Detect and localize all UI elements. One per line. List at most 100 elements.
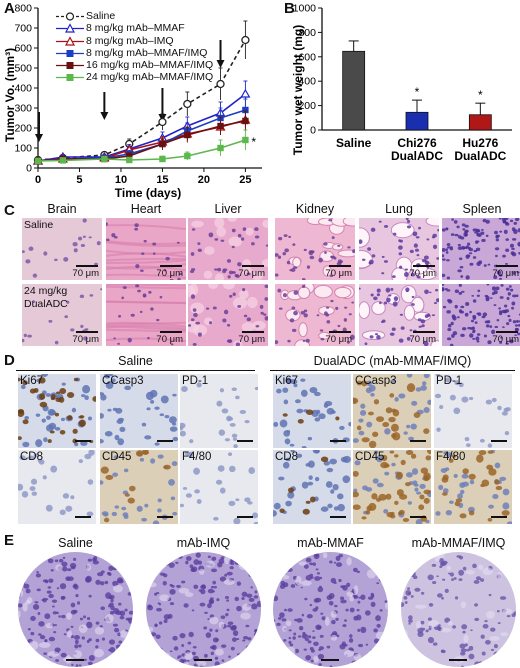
scale-bar [242, 265, 264, 267]
chart-a-ytick-label: 500 [14, 63, 32, 75]
scale-bar [491, 516, 507, 518]
panel-label-d: D [4, 352, 15, 369]
organ-tissue-image: 70 μm [275, 218, 355, 280]
treatment-arrow-head [100, 112, 109, 120]
ihc-stain-label: CCasp3 [102, 375, 144, 387]
scale-bar-label: 70 μm [156, 268, 183, 279]
ihc-stain-label: CD45 [355, 451, 385, 463]
ihc-stain-image: CD8 [273, 450, 351, 524]
ihc-stain-label: F4/80 [182, 451, 212, 463]
bar-category-label: DualADC [391, 149, 443, 163]
histology-row-label: Saline [24, 219, 54, 231]
scale-bar-label: 70 μm [72, 268, 99, 279]
scale-bar [65, 659, 84, 661]
legend-label-mmaf: 8 mg/kg mAb–MMAF [86, 22, 185, 35]
tma-column-header: mAb-MMAF [297, 536, 364, 550]
bar-category-label: Saline [336, 136, 372, 150]
scale-bar [330, 516, 346, 518]
data-point [159, 140, 166, 148]
organ-column-header: Liver [214, 202, 242, 216]
chart-b-ytick-label: 0 [310, 125, 316, 137]
tma-tumor-core [401, 552, 516, 667]
ihc-stain-image: Ki67 [18, 374, 96, 448]
scale-bar [76, 331, 98, 333]
data-point [242, 136, 249, 144]
ihc-stain-image: Ki67 [273, 374, 351, 448]
chart-a-xtick-label: 15 [156, 174, 168, 186]
chart-a-xtick-label: 0 [35, 174, 41, 186]
scale-bar-label: 70 μm [492, 334, 519, 345]
organ-tissue-image: 70 μm [359, 284, 439, 346]
data-point [242, 106, 249, 114]
chart-a-ytick-label: 600 [14, 43, 32, 55]
data-point [217, 122, 224, 130]
organ-tissue-image: 70 μm [106, 284, 186, 346]
ihc-group-divider [270, 370, 515, 371]
scale-bar-label: 70 μm [325, 334, 352, 345]
scale-bar [237, 440, 253, 442]
data-point [59, 157, 67, 164]
scale-bar [157, 516, 173, 518]
organ-tissue-image: 70 μm [359, 218, 439, 280]
organ-tissue-image: 70 μm [106, 218, 186, 280]
bar-category-label: DualADC [454, 149, 506, 163]
data-point [158, 117, 167, 127]
data-point [217, 144, 224, 152]
chart-a-ytick-label: 300 [14, 103, 32, 115]
bar-significance-star: * [415, 85, 420, 99]
ihc-stain-label: CD8 [275, 451, 299, 463]
ihc-stain-label: PD-1 [436, 375, 463, 387]
scale-bar [76, 265, 98, 267]
scale-bar [320, 659, 339, 661]
chart-a-ytick-label: 800 [14, 3, 32, 15]
data-point [34, 157, 42, 165]
organ-tissue-image: 70 μm [442, 218, 520, 280]
legend-label-saline: Saline [86, 10, 116, 22]
chart-b-ytick-label: 200 [298, 100, 316, 112]
organ-tissue-image: 70 μm [188, 284, 268, 346]
ihc-staining-grid: Saline DualADC (mAb-MMAF/IMQ) Ki67 CCasp3 PD… [16, 354, 515, 524]
panel-label-b: B [284, 0, 295, 17]
organ-tissue-image: 70 μm [275, 284, 355, 346]
data-point [240, 88, 251, 98]
tumor-volume-line-chart: Tumor Vo. (mm³) Time (days) 010020030040… [3, 3, 262, 200]
ihc-stain-label: PD-1 [182, 375, 209, 387]
scale-bar-label: 70 μm [409, 334, 436, 345]
tumor-weight-bar-chart: Tumor wet weight (mg) 0 200 400 600 800 1000 S… [291, 3, 512, 163]
series-line [37, 93, 246, 162]
organ-tissue-image: 70 μm [442, 284, 520, 346]
chart-a-ytick-label: 400 [14, 83, 32, 95]
ihc-group-header: DualADC (mAb-MMAF/IMQ) [313, 354, 472, 368]
organ-column-header: Heart [130, 202, 162, 216]
treatment-arrow-head [216, 60, 225, 68]
organ-tissue-image: 24 mg/kg DualADC 70 μm [22, 284, 102, 346]
series-line [37, 139, 246, 162]
scale-bar-label: 70 μm [409, 268, 436, 279]
ihc-stain-image: F4/80 [434, 450, 512, 524]
organ-column-header: Brain [47, 202, 77, 216]
ihc-stain-image: PD-1 [180, 374, 258, 448]
ihc-stain-image: CD45 [100, 450, 178, 524]
ihc-stain-image: PD-1 [434, 374, 512, 448]
scale-bar [410, 516, 426, 518]
scale-bar [160, 265, 182, 267]
chart-b-ytick-label: 400 [298, 76, 316, 88]
tma-tumor-core [18, 552, 133, 667]
panel-label-c: C [4, 202, 15, 219]
data-point [126, 156, 133, 164]
data-point [159, 155, 166, 163]
scale-bar-label: 70 μm [238, 268, 265, 279]
data-point [183, 99, 192, 109]
treatment-arrow-head [35, 134, 43, 142]
chart-b-ylabel: Tumor wet weight (mg) [291, 25, 305, 155]
scale-bar [157, 440, 173, 442]
tma-column-header: mAb-MMAF/IMQ [411, 536, 506, 550]
legend-label-8-dual: 8 mg/kg mAb–MMAF/IMQ [86, 46, 208, 59]
data-point [184, 152, 191, 160]
organ-tissue-image: Saline 70 μm [22, 218, 102, 280]
chart-b-ytick-label: 800 [298, 27, 316, 39]
ihc-stain-label: Ki67 [20, 375, 44, 387]
bar-significance-star: * [478, 88, 483, 102]
ihc-stain-image: F4/80 [180, 450, 258, 524]
